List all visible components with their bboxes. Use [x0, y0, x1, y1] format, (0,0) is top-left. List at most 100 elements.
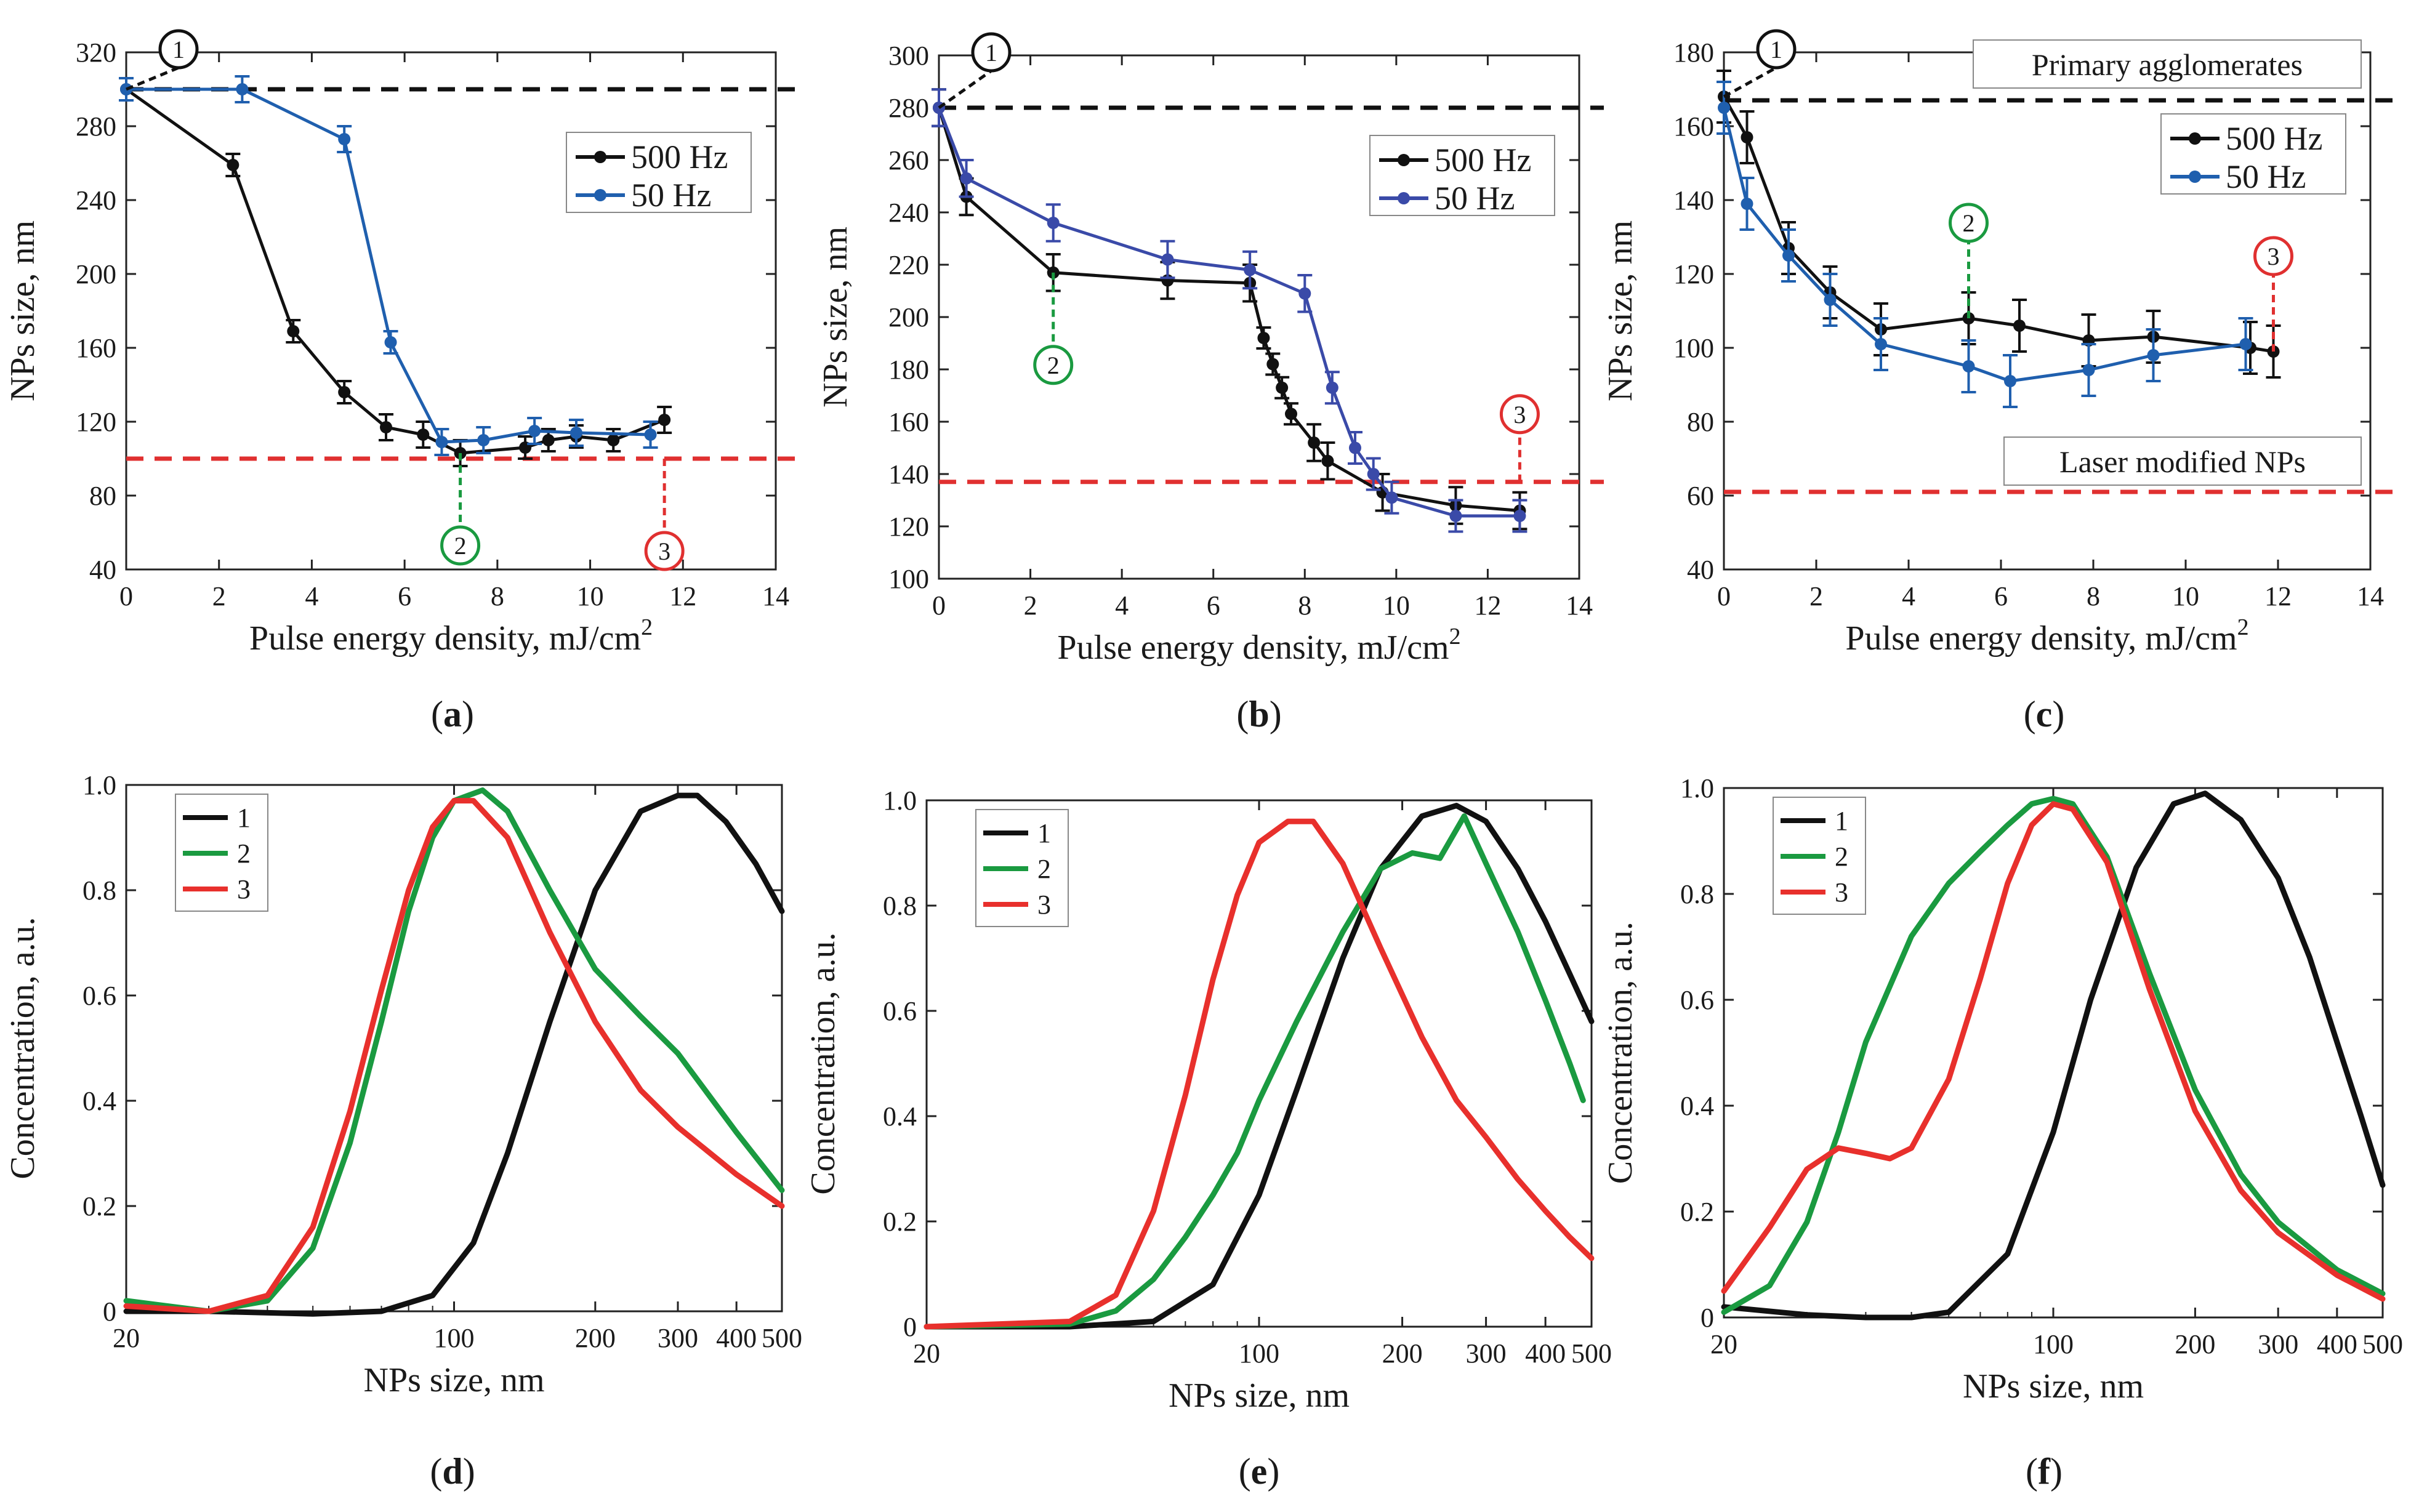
legend-label: 50 Hz [2226, 158, 2306, 195]
data-point [960, 172, 973, 185]
legend-swatch-point [2189, 132, 2201, 145]
series-line [123, 798, 785, 1314]
y-axis-title: NPs size, nm [4, 220, 42, 401]
x-tick-label: 6 [1207, 590, 1220, 621]
x-tick-label: 8 [491, 581, 504, 611]
x-tick-label: 100 [2033, 1329, 2074, 1359]
data-point [1824, 294, 1837, 306]
data-point [570, 427, 582, 439]
panel-label-letter: d [442, 1451, 462, 1492]
data-point [1385, 491, 1398, 504]
y-tick-label: 200 [888, 302, 929, 332]
y-tick-label: 1.0 [883, 786, 917, 816]
x-tick-label: 2 [212, 581, 226, 611]
x-tick-label: 8 [1298, 590, 1311, 621]
y-tick-label: 0.2 [883, 1207, 917, 1237]
x-tick-label: 300 [658, 1323, 698, 1353]
x-tick-label: 0 [1717, 581, 1731, 611]
y-tick-label: 0.8 [83, 875, 116, 906]
x-axis-title: Pulse energy density, mJ/cm2 [249, 614, 653, 657]
x-tick-label: 12 [1474, 590, 1501, 621]
series-line [1722, 106, 2247, 383]
legend-label: 2 [1037, 854, 1051, 884]
marker-circle [644, 531, 685, 571]
marker-number: 3 [2268, 243, 2280, 270]
y-tick-label: 80 [1687, 407, 1714, 437]
data-point [1741, 131, 1753, 143]
y-tick-label: 300 [888, 41, 929, 71]
annotation-box [1973, 39, 2362, 89]
panel-label: (d) [430, 1451, 475, 1492]
panel-label-close: ) [1267, 1451, 1279, 1492]
marker-number: 2 [1963, 209, 1975, 237]
y-tick-label: 140 [888, 459, 929, 489]
y-tick-label: 160 [76, 333, 116, 363]
panel-label-close: ) [2050, 1451, 2063, 1492]
series-line [937, 106, 1521, 518]
series-line [123, 792, 785, 1317]
x-tick-label: 8 [2087, 581, 2100, 611]
y-tick-label: 180 [888, 355, 929, 385]
data-point [644, 428, 657, 441]
y-tick-label: 60 [1687, 481, 1714, 511]
panel-label-close: ) [463, 1451, 475, 1492]
y-tick-label: 240 [76, 185, 116, 215]
x-tick-label: 300 [1466, 1338, 1507, 1369]
data-point [2013, 320, 2026, 332]
series-line [924, 818, 1595, 1330]
data-point [1244, 263, 1257, 276]
data-point [380, 421, 392, 433]
y-tick-label: 120 [888, 512, 929, 542]
marker-number: 2 [454, 532, 467, 560]
y-tick-label: 80 [89, 481, 116, 511]
data-point [1513, 510, 1526, 522]
x-tick-label: 10 [1383, 590, 1410, 621]
data-point [338, 133, 351, 145]
panel-label-letter: b [1249, 694, 1269, 734]
panel-label-letter: e [1251, 1451, 1268, 1492]
legend-label: 500 Hz [2226, 120, 2322, 157]
x-tick-label: 14 [1566, 590, 1593, 621]
series-line [1721, 801, 2386, 1302]
data-point [227, 159, 239, 171]
data-point [477, 434, 490, 446]
x-axis-title-superscript: 2 [1449, 624, 1461, 649]
y-axis-title: NPs size, nm [816, 227, 855, 408]
y-tick-label: 0.4 [1680, 1091, 1714, 1121]
marker-leader [126, 66, 179, 91]
data-point [287, 325, 300, 337]
y-tick-label: 0.2 [1680, 1197, 1714, 1227]
data-point [338, 386, 351, 398]
marker-number: 3 [658, 537, 670, 565]
panel-e: 20 100 200 300 400 500 0 0.2 0.4 0.6 0.8 1.0 NPs siz… [804, 786, 1612, 1492]
panel-label: (c) [2024, 694, 2065, 734]
annotation-laser-modified: Laser modified NPs [2059, 444, 2306, 479]
y-tick-label: 140 [1673, 185, 1714, 215]
legend-swatch-point [1398, 192, 1410, 204]
marker-number: 1 [172, 36, 185, 63]
y-tick-label: 1.0 [1680, 773, 1714, 803]
x-tick-label: 4 [1115, 590, 1129, 621]
legend-swatch-point [594, 151, 606, 163]
x-tick-label: 12 [669, 581, 696, 611]
data-point [384, 336, 397, 348]
y-tick-label: 0 [903, 1312, 917, 1342]
annotation-primary-agglomerates: Primary agglomerates [2032, 47, 2303, 82]
x-tick-label: 2 [1024, 590, 1037, 621]
series-line [1721, 790, 2386, 1321]
panel-label: (f) [2026, 1451, 2063, 1492]
marker-circle [1499, 394, 1540, 435]
data-point [2239, 338, 2252, 350]
y-axis-title: Concentration, a.u. [804, 932, 842, 1194]
x-tick-label: 6 [1994, 581, 2008, 611]
marker-circle [2253, 236, 2293, 276]
annotation-box [2003, 436, 2362, 486]
data-point [1741, 198, 1753, 210]
marker-circle [440, 525, 481, 566]
data-point [542, 434, 555, 446]
data-point [1782, 249, 1795, 262]
data-point [435, 436, 448, 448]
y-axis-title: Concentration, a.u. [4, 917, 42, 1179]
x-tick-label: 400 [716, 1323, 757, 1353]
y-tick-label: 200 [76, 259, 116, 289]
